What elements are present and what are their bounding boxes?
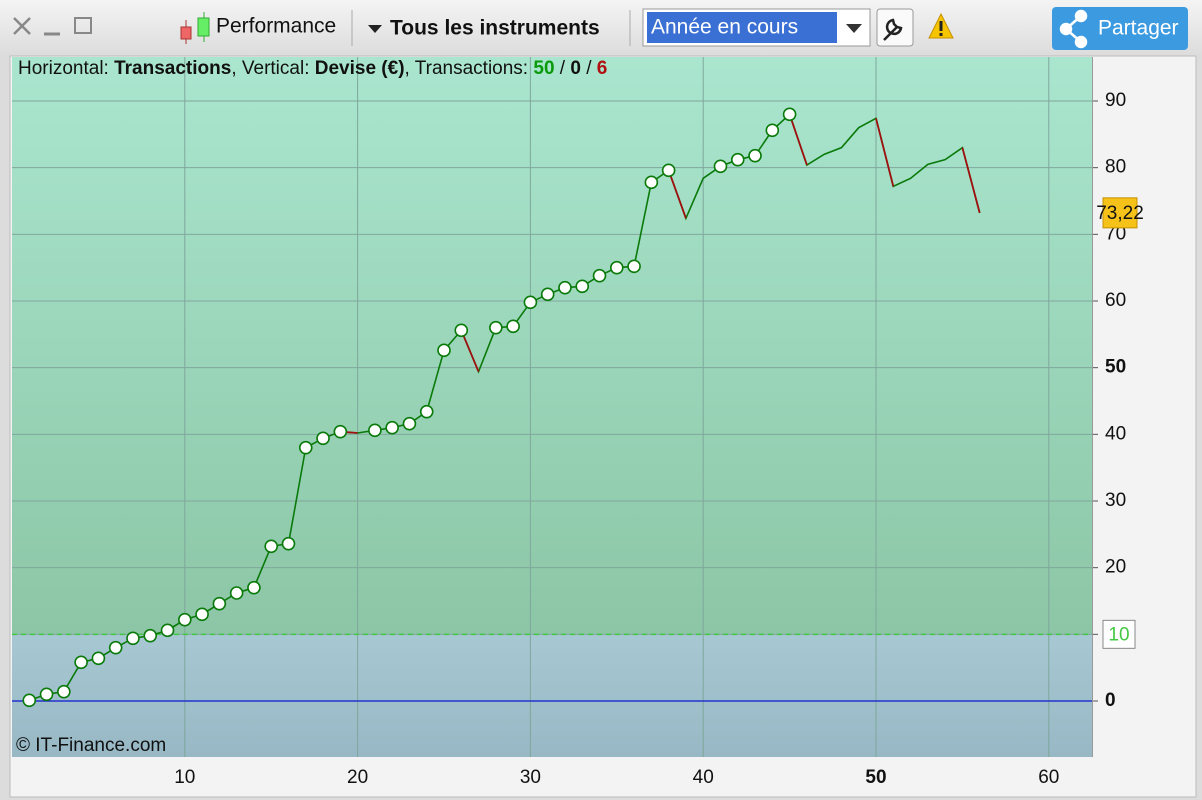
select-arrow bbox=[846, 24, 862, 33]
high-marker bbox=[385, 420, 399, 435]
plot-lower-bg bbox=[12, 634, 1092, 757]
high-marker bbox=[402, 416, 417, 431]
down-segment bbox=[875, 118, 895, 187]
high-marker bbox=[74, 655, 88, 670]
down-segment bbox=[667, 170, 687, 219]
y-tick-label: 50 bbox=[1105, 357, 1126, 378]
high-marker bbox=[39, 687, 54, 702]
high-marker bbox=[91, 651, 106, 666]
y-tick-label: 0 bbox=[1105, 690, 1116, 711]
down-segment bbox=[460, 329, 480, 373]
high-marker bbox=[419, 404, 434, 419]
high-marker bbox=[661, 163, 676, 178]
high-marker bbox=[575, 279, 590, 294]
high-marker bbox=[178, 612, 192, 627]
maximize-button[interactable] bbox=[74, 17, 92, 34]
high-marker bbox=[143, 628, 158, 643]
wrench-icon bbox=[883, 18, 903, 41]
high-marker bbox=[126, 631, 140, 646]
x-tick-label: 20 bbox=[347, 767, 368, 788]
instruments-menu[interactable]: Tous les instruments bbox=[390, 17, 600, 40]
high-marker bbox=[489, 320, 503, 335]
threshold-label: 10 bbox=[1108, 624, 1129, 645]
high-marker bbox=[609, 260, 624, 275]
high-marker bbox=[247, 580, 261, 595]
sep: / bbox=[580, 58, 597, 79]
last-value-box bbox=[1102, 197, 1138, 229]
y-tick-label: 90 bbox=[1105, 90, 1126, 111]
x-tick-label: 50 bbox=[865, 767, 886, 788]
y-tick-label: 20 bbox=[1105, 557, 1126, 578]
high-marker bbox=[523, 295, 538, 310]
high-marker bbox=[627, 259, 641, 274]
y-tick-label: 30 bbox=[1105, 490, 1126, 511]
axis-divider bbox=[1092, 57, 1093, 757]
high-marker bbox=[212, 596, 227, 611]
even-count: 0 bbox=[570, 58, 581, 79]
warning-dot bbox=[939, 33, 943, 36]
high-marker bbox=[765, 123, 780, 138]
high-marker bbox=[160, 623, 175, 638]
x-tick-label: 60 bbox=[1038, 767, 1059, 788]
x-tick-label: 10 bbox=[174, 767, 195, 788]
high-marker bbox=[748, 148, 762, 163]
high-marker bbox=[22, 693, 37, 708]
share-label: Partager bbox=[1098, 17, 1179, 40]
toolbar bbox=[0, 0, 1202, 56]
last-value-label: 73,22 bbox=[1096, 203, 1144, 224]
high-marker bbox=[540, 287, 555, 302]
y-tick-label: 60 bbox=[1105, 290, 1126, 311]
high-marker bbox=[592, 268, 607, 283]
sep: / bbox=[554, 58, 571, 79]
high-marker bbox=[108, 640, 123, 655]
x-tick-label: 30 bbox=[520, 767, 541, 788]
high-marker bbox=[454, 323, 469, 338]
high-marker bbox=[368, 423, 382, 438]
threshold-label-box bbox=[1102, 619, 1136, 649]
high-marker bbox=[644, 175, 659, 190]
high-marker bbox=[57, 684, 71, 699]
high-marker bbox=[713, 159, 728, 174]
plot: 10203040506001020304050607080901073,22© … bbox=[12, 57, 1144, 788]
down-segment bbox=[961, 147, 981, 214]
high-marker bbox=[195, 607, 209, 622]
high-marker bbox=[437, 343, 451, 358]
high-marker bbox=[333, 424, 348, 439]
t-prefix: , Transactions: bbox=[404, 58, 534, 79]
share-icon bbox=[1059, 9, 1088, 49]
down-segment bbox=[788, 114, 808, 166]
plot-upper-bg bbox=[12, 57, 1092, 635]
loss-count: 6 bbox=[596, 58, 608, 79]
watermark: © IT-Finance.com bbox=[16, 735, 166, 756]
x-tick-label: 40 bbox=[693, 767, 714, 788]
high-marker bbox=[506, 319, 520, 334]
high-marker bbox=[316, 431, 330, 446]
warning-mark bbox=[939, 21, 943, 31]
high-marker bbox=[281, 536, 296, 551]
period-value: Année en cours bbox=[651, 16, 798, 39]
high-marker bbox=[298, 440, 313, 455]
dropdown-arrow bbox=[368, 25, 382, 33]
high-marker bbox=[558, 280, 572, 295]
candle-icon bbox=[180, 12, 210, 44]
high-marker bbox=[264, 539, 279, 554]
close-button[interactable] bbox=[13, 17, 31, 35]
y-tick-label: 80 bbox=[1105, 157, 1126, 178]
y-tick-label: 70 bbox=[1105, 223, 1126, 244]
high-marker bbox=[229, 586, 244, 600]
performance-menu[interactable]: Performance bbox=[216, 15, 336, 38]
v-value: Devise (€) bbox=[314, 58, 405, 79]
high-marker bbox=[730, 152, 745, 167]
period-highlight bbox=[647, 12, 837, 43]
win-count: 50 bbox=[533, 58, 555, 79]
h-prefix: Horizontal: bbox=[18, 58, 115, 79]
h-value: Transactions bbox=[114, 58, 232, 79]
chart-header: Horizontal: Transactions, Vertical: Devi… bbox=[18, 57, 607, 81]
y-tick-label: 40 bbox=[1105, 423, 1126, 444]
v-prefix: , Vertical: bbox=[231, 58, 315, 79]
high-marker bbox=[782, 107, 797, 122]
